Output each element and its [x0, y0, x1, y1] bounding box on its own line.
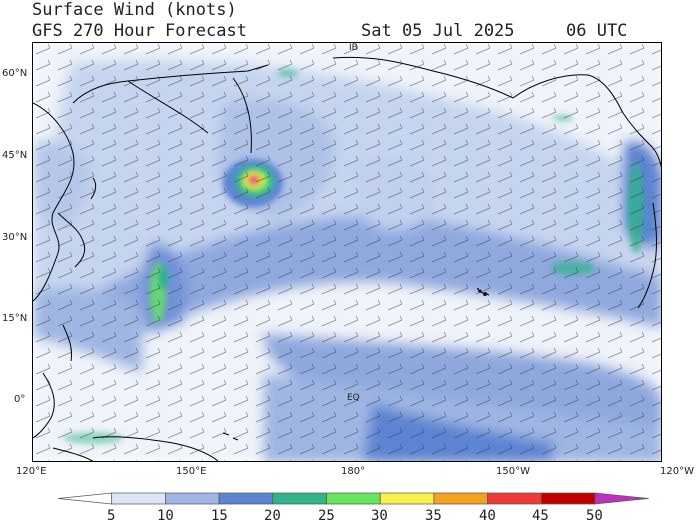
legend-label-5: 5 [107, 508, 116, 524]
lat-label-60n: 60°N [2, 68, 28, 79]
legend-swatch-10 [165, 492, 220, 505]
lat-label-30n: 30°N [2, 232, 28, 243]
legend-swatch-5 [111, 492, 166, 505]
forecast-subtitle: GFS 270 Hour Forecast [32, 21, 247, 41]
lon-label-150w: 150°W [496, 466, 530, 477]
lon-label-120e: 120°E [16, 466, 47, 477]
legend-swatch-40 [487, 492, 542, 505]
legend-label-15: 15 [211, 508, 228, 524]
forecast-time: 06 UTC [566, 21, 628, 41]
lat-label-15n: 15°N [2, 313, 28, 324]
lon-label-150e: 150°E [176, 466, 207, 477]
map-label-ib: IB [349, 43, 358, 53]
legend-swatch-above-50 [594, 492, 649, 505]
legend-label-50: 50 [586, 508, 603, 524]
wind-speed-legend: 5 10 15 20 25 30 35 40 45 50 [0, 488, 700, 525]
lon-label-180: 180° [341, 466, 366, 477]
legend-swatch-20 [272, 492, 327, 505]
legend-swatch-35 [433, 492, 488, 505]
legend-label-25: 25 [318, 508, 335, 524]
lon-label-120w: 120°W [660, 466, 694, 477]
wind-barbs [33, 43, 661, 461]
wind-map-canvas [33, 43, 661, 461]
coastlines [33, 56, 661, 461]
legend-label-20: 20 [264, 508, 281, 524]
legend-swatch-30 [379, 492, 435, 505]
legend-swatch-25 [326, 492, 381, 505]
forecast-date: Sat 05 Jul 2025 [361, 21, 515, 41]
legend-label-35: 35 [425, 508, 442, 524]
hawaii-islands [477, 288, 487, 296]
legend-swatch-45 [540, 492, 596, 505]
lat-label-45n: 45°N [2, 150, 28, 161]
legend-colorbar [57, 492, 649, 505]
legend-swatch-15 [218, 492, 274, 505]
legend-label-45: 45 [532, 508, 549, 524]
legend-label-10: 10 [157, 508, 174, 524]
wind-map: IB EQ [32, 42, 662, 462]
lat-label-equator: 0° [14, 394, 26, 405]
map-title: Surface Wind (knots) [32, 0, 237, 20]
legend-label-40: 40 [479, 508, 496, 524]
legend-swatch-below-5 [57, 492, 113, 505]
legend-label-30: 30 [371, 508, 388, 524]
map-label-eq: EQ [347, 393, 360, 403]
